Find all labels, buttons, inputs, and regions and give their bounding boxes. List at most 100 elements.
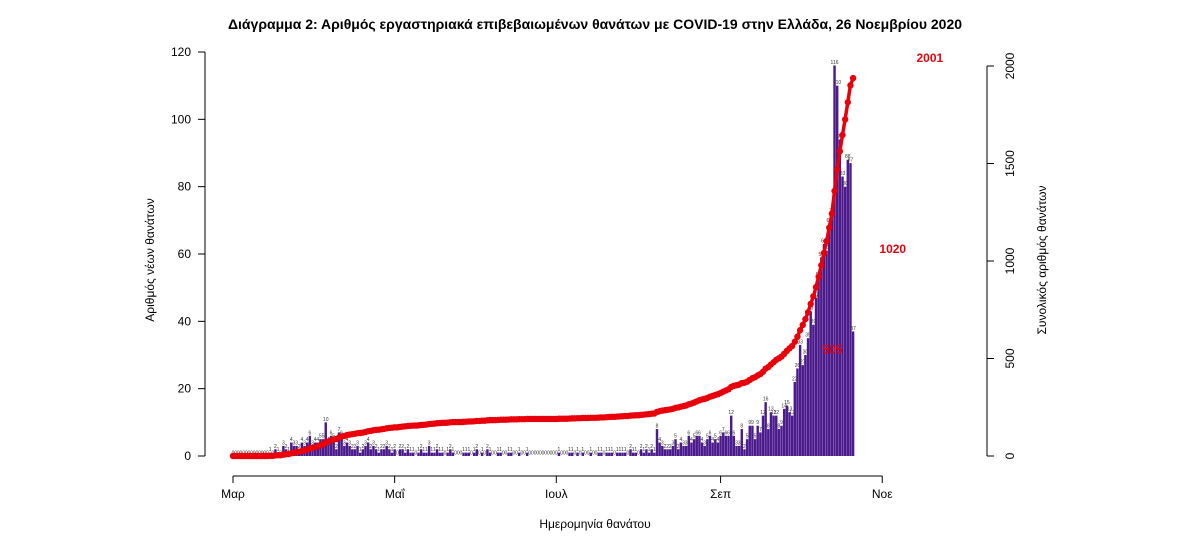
bar-value-label: 1 (287, 447, 290, 453)
bar-value-label: 4 (658, 437, 661, 443)
bar-value-label: 2 (436, 444, 439, 450)
bar (708, 435, 712, 456)
bar (388, 449, 391, 456)
bar (393, 449, 396, 456)
bar-value-label: 2 (298, 444, 301, 450)
cumulative-point (847, 82, 854, 89)
bar (634, 452, 638, 456)
bar (510, 452, 513, 456)
bar-value-label: 1 (653, 447, 656, 453)
bar (650, 449, 653, 456)
bar-value-label: 0 (396, 451, 399, 457)
bar-value-label: 0 (573, 451, 576, 457)
bar (788, 412, 791, 456)
bar-value-label: 4 (717, 437, 720, 443)
bar (480, 452, 484, 456)
bar (446, 452, 449, 456)
bar-value-label: 2 (640, 444, 643, 450)
bar-value-label: 2 (669, 444, 672, 450)
cumulative-point (802, 315, 809, 323)
x-tick-label: Νοε (872, 487, 893, 501)
bar (353, 449, 357, 456)
bar-value-label: 0 (542, 451, 545, 457)
bar-value-label: 2 (383, 444, 386, 450)
y2-axis-label: Συνολικός αριθμός θανάτων (1035, 185, 1049, 334)
bar-value-label: 1 (510, 447, 513, 453)
bar-value-label: 13 (768, 407, 774, 413)
left-y-axis: 0 20 40 60 80 100 120 (171, 45, 206, 463)
cumulative-point (794, 333, 801, 340)
bar (782, 408, 786, 456)
bar (589, 452, 592, 456)
cumulative-label: 505 (822, 343, 842, 357)
bar (610, 452, 614, 456)
bar (843, 186, 847, 456)
bar (756, 425, 759, 456)
bar (801, 365, 804, 456)
bar (351, 449, 354, 456)
bar-value-label: 1 (377, 447, 380, 453)
bar (775, 415, 778, 456)
bar-value-label: 4 (314, 437, 317, 443)
bar (329, 435, 333, 456)
bar-value-label: 10 (323, 417, 329, 423)
bar (761, 415, 765, 456)
bar-value-label: 1 (499, 447, 502, 453)
bar (676, 449, 680, 456)
bar-value-label: 3 (311, 440, 314, 446)
bar (711, 442, 714, 456)
bar-value-label: 0 (457, 451, 460, 457)
bar (719, 435, 722, 456)
cumulative-point (844, 99, 851, 106)
bar (759, 432, 762, 456)
bar-value-label: 0 (584, 451, 587, 457)
bar (658, 442, 661, 456)
bar (290, 442, 293, 456)
left-tick-label: 120 (171, 45, 191, 59)
bar-value-label: 1 (648, 447, 651, 453)
left-tick-label: 0 (184, 449, 191, 463)
bar-value-label: 3 (735, 440, 738, 446)
bar-value-label: 2 (285, 444, 288, 450)
bar (422, 452, 426, 456)
bar-value-label: 1 (441, 447, 444, 453)
cumulative-point (820, 249, 828, 257)
bar (475, 449, 479, 456)
chart-title: Διάγραμμα 2: Αριθμός εργαστηριακά επιβεβ… (228, 16, 962, 32)
bar (764, 402, 767, 456)
bar (517, 452, 521, 456)
bar-value-label: 0 (414, 451, 417, 457)
bar-value-label: 0 (544, 451, 547, 457)
bar (488, 452, 492, 456)
bar-value-label: 80 (842, 181, 848, 187)
bar (438, 452, 441, 456)
bar-value-label: 6 (732, 430, 735, 436)
bar-value-label: 1 (409, 447, 412, 453)
bar-value-label: 2 (420, 444, 423, 450)
bar (568, 452, 571, 456)
bar (814, 297, 818, 456)
bar-value-label: 0 (491, 451, 494, 457)
cumulative-point (841, 116, 849, 123)
bar-value-label: 4 (316, 437, 319, 443)
bar (467, 452, 471, 456)
bar (695, 435, 698, 456)
bar (777, 429, 781, 456)
bar (835, 85, 839, 457)
bar (427, 445, 431, 456)
bar-value-label: 1 (526, 447, 529, 453)
bar-value-label: 4 (306, 437, 309, 443)
bar (745, 439, 749, 456)
bar-value-label: 3 (372, 440, 375, 446)
bar (464, 452, 468, 456)
bar (430, 452, 433, 456)
bar (833, 65, 836, 456)
bar (737, 445, 741, 456)
bar-value-label: 0 (515, 451, 518, 457)
bar-value-label: 2 (407, 444, 410, 450)
bar (727, 435, 730, 456)
cumulative-point (812, 283, 820, 291)
bar (409, 452, 412, 456)
bar (449, 449, 452, 456)
bar (366, 442, 370, 456)
